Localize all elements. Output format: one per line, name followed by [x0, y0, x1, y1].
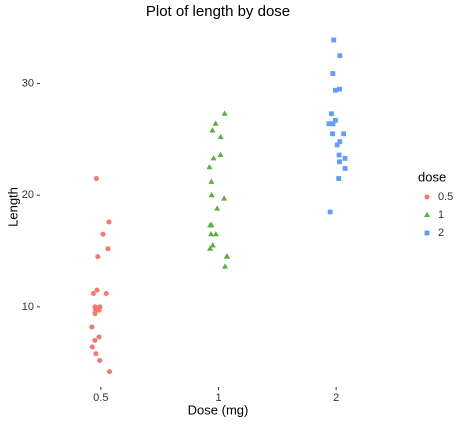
point [97, 357, 103, 363]
point [222, 263, 229, 269]
point [209, 127, 216, 133]
point [337, 53, 343, 59]
point [100, 231, 106, 237]
point [341, 131, 347, 137]
point [89, 344, 95, 350]
point [217, 133, 224, 140]
point [332, 87, 338, 93]
point [210, 155, 217, 161]
point [96, 334, 102, 340]
point [331, 37, 337, 43]
point [96, 307, 102, 313]
point [221, 195, 228, 201]
legend-key [424, 211, 430, 217]
legend-label: 2 [438, 227, 444, 239]
point [93, 351, 99, 357]
point [337, 86, 342, 92]
point [337, 159, 342, 165]
point [217, 151, 224, 158]
point [207, 245, 214, 251]
legend-label: 1 [438, 209, 444, 221]
point [103, 290, 109, 296]
point [208, 230, 215, 237]
point [89, 324, 95, 330]
point [92, 311, 98, 317]
legend-title: dose [418, 169, 446, 184]
x-tick-label: 2 [333, 392, 339, 404]
point [212, 120, 219, 126]
point [208, 191, 215, 198]
y-tick-label: 10 [22, 301, 34, 313]
point [208, 178, 215, 184]
point [326, 121, 332, 127]
point [336, 176, 342, 181]
point [106, 219, 112, 225]
point [208, 222, 215, 228]
point [206, 164, 213, 170]
point [221, 110, 228, 116]
point [107, 369, 113, 375]
point [105, 246, 111, 252]
point [93, 175, 99, 181]
legend-key [424, 194, 430, 200]
y-tick-label: 30 [22, 77, 34, 89]
point [342, 155, 348, 161]
point [224, 253, 231, 259]
point [214, 205, 221, 211]
point [95, 254, 101, 260]
legend-key [424, 230, 430, 236]
point [330, 121, 336, 127]
chart-title: Plot of length by dose [146, 3, 290, 20]
point [92, 337, 98, 343]
point [334, 142, 340, 148]
point [327, 209, 333, 215]
x-axis-label: Dose (mg) [188, 402, 249, 417]
legend-label: 0.5 [438, 191, 453, 203]
x-tick-label: 0.5 [93, 392, 108, 404]
point [212, 230, 219, 237]
point [330, 71, 336, 76]
point [329, 111, 334, 117]
point [209, 242, 216, 248]
point [342, 166, 348, 171]
point [333, 118, 338, 123]
point [336, 152, 342, 158]
point [90, 290, 96, 296]
point [337, 139, 343, 145]
point [94, 287, 100, 293]
point [330, 131, 335, 137]
x-tick-label: 1 [215, 392, 221, 404]
y-axis-label: Length [5, 187, 20, 227]
y-tick-label: 20 [22, 189, 34, 201]
